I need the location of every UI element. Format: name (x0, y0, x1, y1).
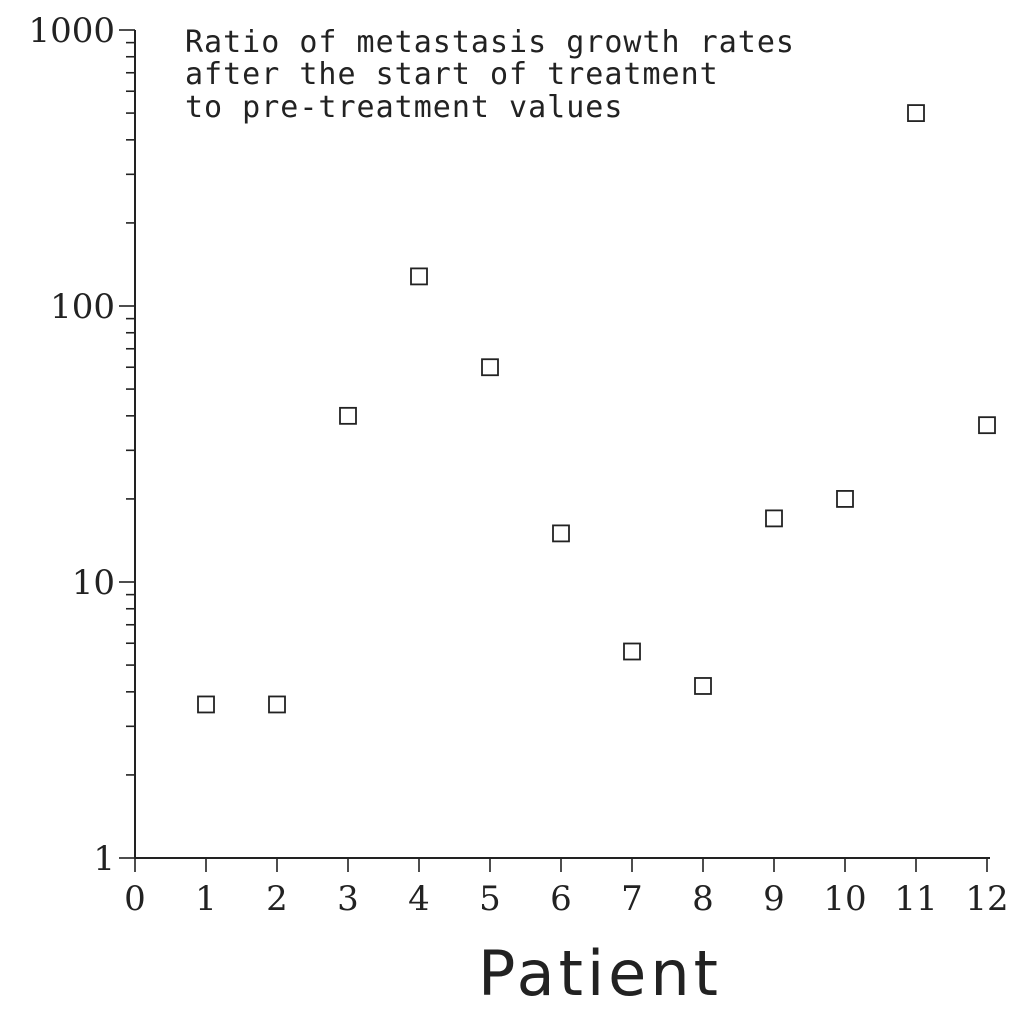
data-point-patient-6 (552, 524, 570, 543)
data-point-patient-1 (197, 695, 215, 714)
x-tick-label: 4 (408, 879, 430, 919)
x-tick-label: 2 (266, 879, 288, 919)
data-point-patient-7 (623, 642, 641, 661)
y-tick-label: 10 (72, 563, 115, 603)
data-point-patient-5 (481, 358, 499, 377)
y-tick-label: 1 (93, 839, 115, 879)
axis-ticks (119, 29, 988, 872)
x-tick-label: 7 (621, 879, 643, 919)
y-tick-label: 100 (50, 287, 115, 327)
chart-title: Ratio of metastasis growth rates after t… (185, 25, 795, 125)
x-tick-label: 3 (337, 879, 359, 919)
data-point-patient-3 (339, 406, 357, 425)
x-tick-label: 0 (124, 879, 146, 919)
chart-title-line-3: to pre-treatment values (185, 90, 623, 125)
x-tick-label: 9 (763, 879, 785, 919)
data-point-patient-2 (268, 695, 286, 714)
data-point-patient-10 (836, 490, 854, 508)
chart-title-line-1: Ratio of metastasis growth rates (185, 25, 795, 60)
y-tick-label: 1000 (28, 11, 115, 51)
data-point-patient-12 (978, 416, 996, 435)
x-tick-label: 10 (823, 879, 866, 919)
data-point-patient-8 (694, 677, 712, 695)
x-tick-label: 11 (894, 879, 937, 919)
x-tick-label: 1 (195, 879, 217, 919)
data-point-patient-4 (410, 267, 428, 286)
x-tick-label: 12 (965, 879, 1008, 919)
data-point-patient-11 (907, 104, 925, 122)
x-axis-label: Patient (478, 937, 722, 1010)
x-tick-label: 8 (692, 879, 714, 919)
data-point-patient-9 (765, 509, 783, 528)
chart-title-line-2: after the start of treatment (185, 57, 719, 92)
data-points (197, 104, 996, 714)
x-tick-label: 5 (479, 879, 501, 919)
x-tick-label: 6 (550, 879, 572, 919)
